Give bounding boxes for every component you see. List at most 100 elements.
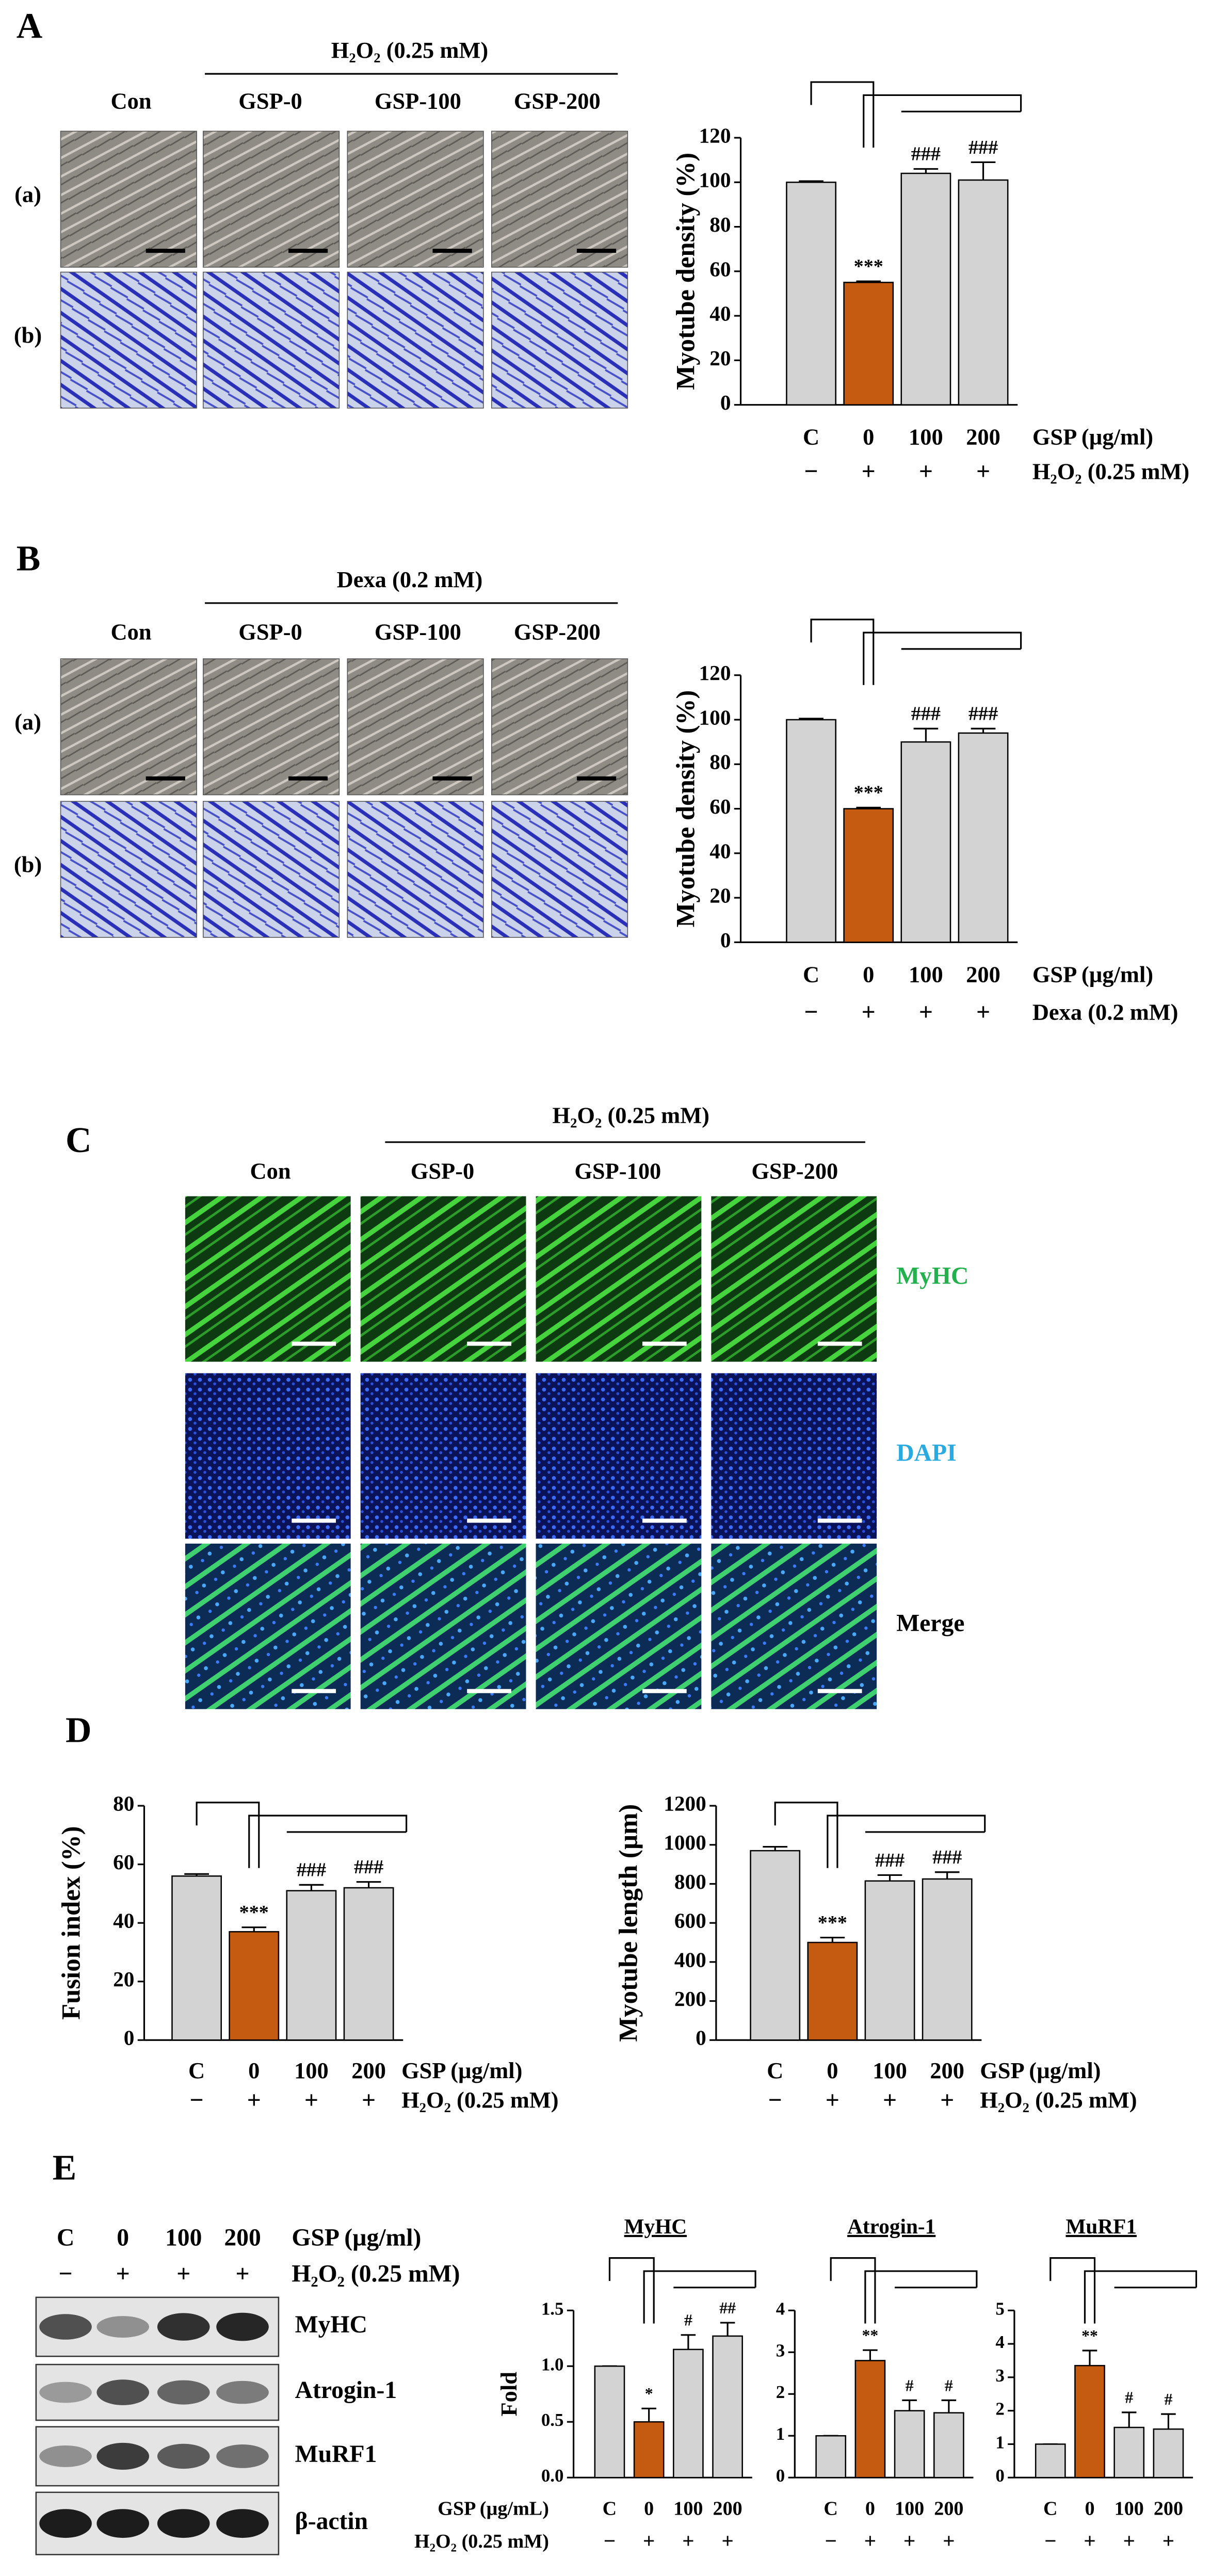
x-tick-label: 0 <box>863 961 874 987</box>
significance-mark: ### <box>354 1856 383 1878</box>
bracket <box>864 2270 978 2324</box>
bar <box>750 1850 801 2041</box>
y-axis-label: Myotube density (%) <box>671 690 700 928</box>
column-label: GSP-200 <box>514 88 601 114</box>
column-label: Con <box>111 88 152 114</box>
x-tick-label: 100 <box>909 961 943 987</box>
bracket <box>1084 2270 1198 2324</box>
y-tick-label: 4 <box>995 2332 1004 2352</box>
condition-sign: + <box>682 2529 695 2553</box>
condition-label: GSP (µg/ml) <box>980 2057 1101 2083</box>
y-tick-label: 1.5 <box>541 2298 564 2319</box>
y-tick-label: 0.5 <box>541 2410 564 2430</box>
condition-sign: − <box>804 458 818 485</box>
bracket <box>1049 2257 1096 2324</box>
bar <box>864 1880 915 2041</box>
bar <box>171 1875 222 2041</box>
x-tick-label: C <box>188 2057 205 2083</box>
x-tick-label: C <box>803 961 819 987</box>
fluorescence-image <box>185 1373 351 1539</box>
y-tick-label: 40 <box>709 302 731 326</box>
x-tick-label: 0 <box>863 424 874 450</box>
bar <box>594 2365 625 2478</box>
bar <box>922 1878 973 2041</box>
x-tick-label: 200 <box>966 424 1000 450</box>
micrograph <box>203 131 340 268</box>
condition-label: GSP (µg/ml) <box>1032 961 1153 987</box>
bar <box>807 1941 858 2041</box>
label: Dexa (0.2 mM) <box>337 566 483 592</box>
blot-label: MyHC <box>295 2311 367 2338</box>
bracket <box>863 631 1022 685</box>
bar <box>712 2335 743 2478</box>
blot-band <box>216 2380 269 2404</box>
condition-sign: − <box>768 2087 782 2114</box>
column-label: GSP-100 <box>574 1158 661 1184</box>
significance-mark: *** <box>239 1902 269 1923</box>
column-label: Con <box>111 619 152 645</box>
x-tick-label: 100 <box>1115 2498 1144 2519</box>
chart-title: MyHC <box>624 2214 687 2238</box>
y-tick-label: 600 <box>674 1909 706 1933</box>
bar <box>843 282 894 406</box>
bracket <box>830 2257 876 2324</box>
y-tick-label: 800 <box>674 1870 706 1893</box>
condition-sign: + <box>976 458 990 485</box>
micrograph <box>203 801 340 938</box>
condition-label: H₂O₂ (0.25 mM) <box>292 2261 460 2288</box>
micrograph <box>203 271 340 409</box>
condition-sign: + <box>903 2529 916 2553</box>
column-label: GSP-200 <box>514 619 601 645</box>
condition-sign: + <box>943 2529 955 2553</box>
significance-mark: ### <box>968 703 998 725</box>
fluorescence-image <box>360 1373 526 1539</box>
condition-label: Dexa (0.2 mM) <box>1032 999 1178 1025</box>
micrograph <box>347 658 484 796</box>
condition-sign: − <box>190 2087 204 2114</box>
significance-mark: # <box>684 2311 692 2329</box>
bar <box>1035 2443 1066 2478</box>
bar <box>1153 2428 1184 2478</box>
significance-mark: *** <box>818 1912 847 1934</box>
y-tick-label: 40 <box>113 1909 134 1933</box>
blot-band <box>96 2509 150 2538</box>
micrograph <box>60 271 197 409</box>
lane-label: 0 <box>117 2225 129 2251</box>
micrograph <box>491 658 628 796</box>
x-tick-label: 200 <box>930 2057 964 2083</box>
chart-title: Atrogin-1 <box>847 2214 935 2238</box>
condition-sign: + <box>862 999 876 1026</box>
blot-label: Atrogin-1 <box>295 2377 397 2404</box>
significance-mark: ### <box>911 143 941 165</box>
fluorescence-image <box>185 1543 351 1709</box>
lane-sign: + <box>235 2261 249 2288</box>
condition-sign: + <box>826 2087 839 2114</box>
micrograph <box>491 131 628 268</box>
micrograph <box>347 131 484 268</box>
micrograph <box>347 801 484 938</box>
bar <box>900 741 951 943</box>
y-tick-label: 100 <box>699 705 731 729</box>
y-axis-label: Myotube density (%) <box>671 153 700 390</box>
condition-label: H₂O₂ (0.25 mM) <box>980 2087 1137 2113</box>
blot-band <box>96 2442 150 2470</box>
fluorescence-image <box>536 1373 702 1539</box>
significance-mark: # <box>945 2376 953 2394</box>
fluorescence-image <box>536 1543 702 1709</box>
y-tick-label: 20 <box>113 1967 134 1991</box>
bracket <box>810 81 875 148</box>
y-tick-label: 0.0 <box>541 2466 564 2486</box>
condition-sign: + <box>864 2529 877 2553</box>
x-tick-label: 200 <box>351 2057 386 2083</box>
bar <box>229 1931 280 2041</box>
x-tick-label: 100 <box>873 2057 907 2083</box>
column-label: Con <box>250 1158 290 1184</box>
significance-mark: ### <box>297 1859 326 1881</box>
fluorescence-image <box>711 1196 877 1362</box>
y-tick-label: 400 <box>674 1948 706 1971</box>
bar <box>786 719 836 943</box>
x-tick-label: 100 <box>294 2057 329 2083</box>
panel-letter: D <box>66 1710 91 1750</box>
panel-letter: B <box>17 539 41 579</box>
